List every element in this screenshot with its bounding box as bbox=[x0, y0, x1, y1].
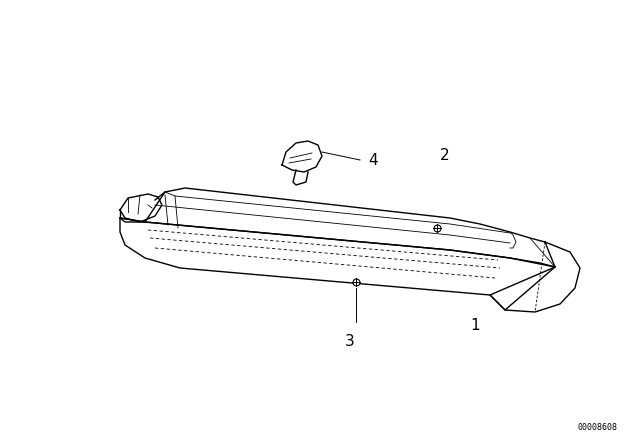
Text: 00008608: 00008608 bbox=[578, 423, 618, 432]
Text: 2: 2 bbox=[440, 147, 450, 163]
Text: 1: 1 bbox=[470, 318, 479, 332]
Text: 4: 4 bbox=[368, 152, 378, 168]
Text: 3: 3 bbox=[345, 334, 355, 349]
